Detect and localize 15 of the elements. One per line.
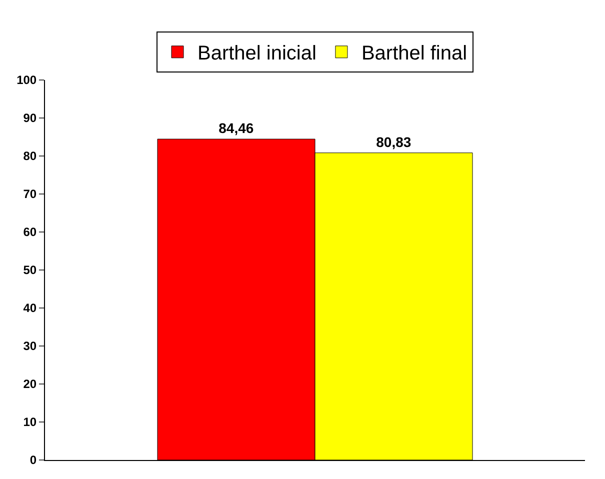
y-tick-label: 70: [23, 187, 37, 202]
y-tick-label: 0: [30, 453, 37, 468]
y-tick-label: 40: [23, 301, 37, 316]
legend-label: Barthel final: [361, 42, 468, 65]
y-tick-label: 50: [23, 263, 37, 278]
y-tick-label: 90: [23, 111, 37, 126]
y-tick-label: 10: [23, 415, 37, 430]
y-tick-label: 20: [23, 377, 37, 392]
y-tick-label: 30: [23, 339, 37, 354]
y-tick-label: 60: [23, 225, 37, 240]
y-tick-label: 80: [23, 149, 37, 164]
y-tick-label: 100: [16, 73, 37, 88]
data-label: 84,46: [218, 120, 254, 136]
data-label: 80,83: [376, 134, 412, 150]
legend-label: Barthel inicial: [198, 42, 316, 65]
